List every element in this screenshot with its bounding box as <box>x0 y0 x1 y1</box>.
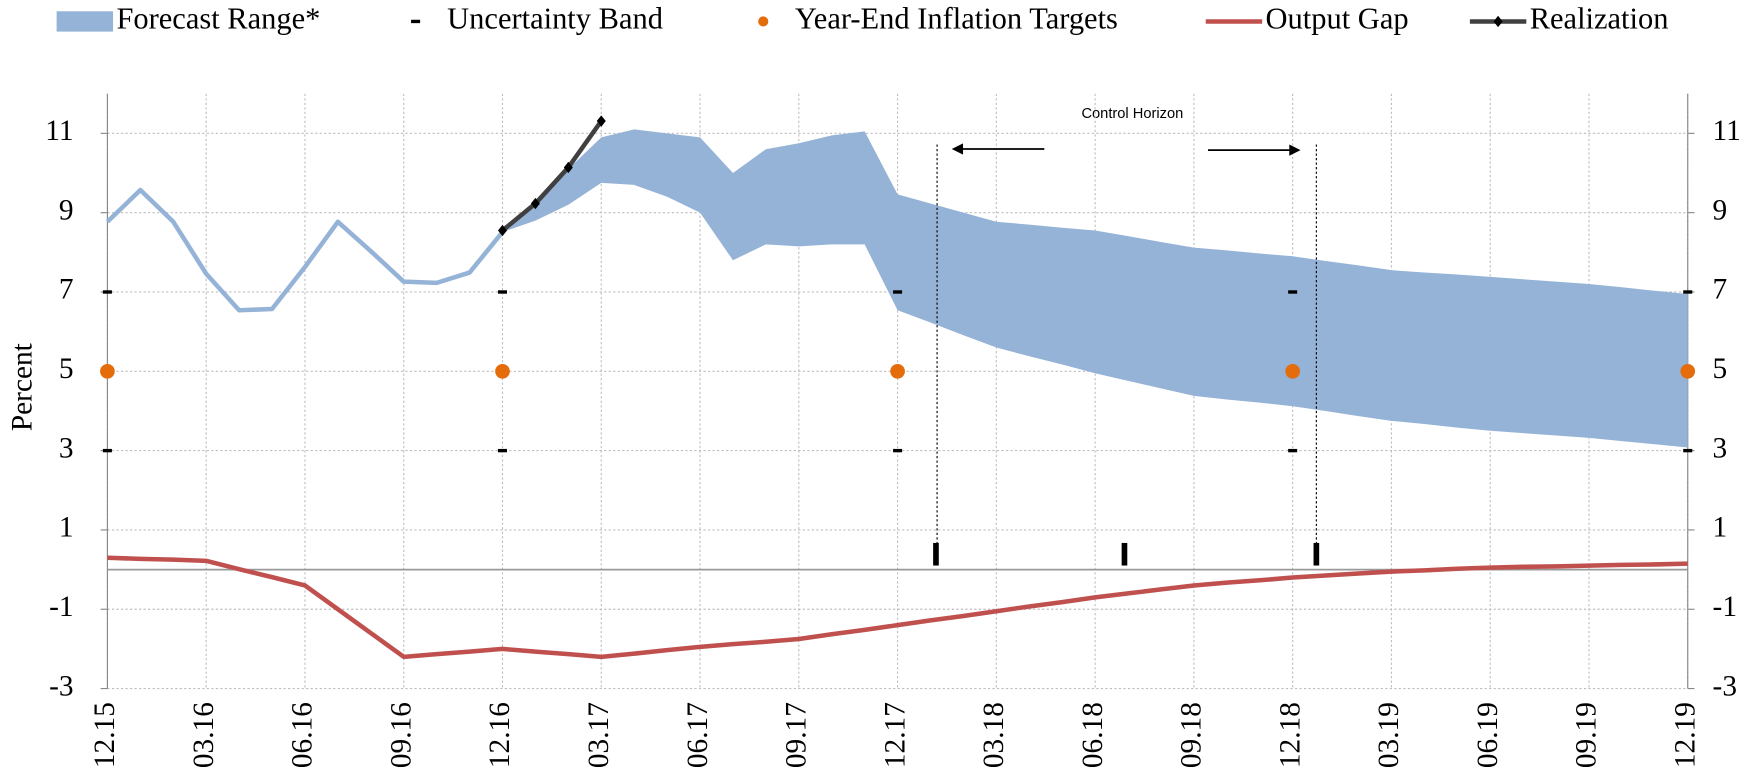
y-tick-label: 1 <box>59 512 74 544</box>
y2-tick-label: 1 <box>1713 512 1728 544</box>
x-tick-label: 03.16 <box>188 702 220 768</box>
legend-label: Uncertainty Band <box>447 1 663 35</box>
y-tick-label: 7 <box>59 274 74 306</box>
x-tick-label: 12.19 <box>1669 702 1701 768</box>
x-tick-label: 09.18 <box>1176 702 1208 768</box>
y2-tick-label: 3 <box>1713 432 1728 464</box>
legend-marker <box>1493 15 1503 28</box>
diamond-marker <box>530 197 540 210</box>
legend-label: Forecast Range* <box>116 1 320 35</box>
y-tick-label: 5 <box>59 353 74 385</box>
y-tick-label: -3 <box>49 670 73 702</box>
series-line <box>107 555 1688 660</box>
target-dot <box>890 363 905 379</box>
x-tick-label: 12.15 <box>89 702 121 768</box>
target-dot <box>1680 363 1696 379</box>
x-tick-label: 09.19 <box>1571 702 1603 768</box>
x-tick-label: 06.17 <box>682 702 714 768</box>
x-tick-label: 09.16 <box>385 702 417 768</box>
x-tick-label: 06.16 <box>287 702 319 768</box>
y2-tick-label: 5 <box>1713 353 1728 385</box>
horizon-tick <box>933 542 939 566</box>
legend-swatch <box>56 11 114 32</box>
target-dot <box>100 363 115 379</box>
x-tick-label: 06.18 <box>1077 702 1109 768</box>
y-tick-label: 11 <box>45 115 73 147</box>
legend-label: Output Gap <box>1266 1 1409 35</box>
diamond-marker <box>497 224 508 237</box>
x-tick-label: 06.19 <box>1472 702 1504 768</box>
target-dot <box>1285 363 1300 379</box>
legend-label: Year-End Inflation Targets <box>795 1 1118 35</box>
control-horizon-label: Control Horizon <box>1081 106 1183 122</box>
y-axis-title: Percent <box>7 343 39 431</box>
x-tick-label: 09.17 <box>781 702 813 768</box>
forecast-band <box>502 129 1688 448</box>
y2-tick-label: -3 <box>1713 670 1737 702</box>
y-tick-label: 9 <box>59 194 74 226</box>
x-tick-label: 12.18 <box>1274 702 1306 768</box>
y2-tick-label: 9 <box>1713 194 1728 226</box>
series-line <box>105 187 505 313</box>
diamond-marker <box>563 161 573 174</box>
y2-tick-label: -1 <box>1713 591 1737 623</box>
horizon-tick <box>1121 542 1128 566</box>
x-tick-label: 03.18 <box>978 702 1010 768</box>
legend-swatch <box>758 16 769 27</box>
y2-tick-label: 11 <box>1713 115 1741 147</box>
horizon-tick <box>1313 542 1320 566</box>
legend-label: Realization <box>1530 1 1669 35</box>
series-line <box>501 119 604 233</box>
x-tick-label: 12.16 <box>484 702 516 768</box>
target-dot <box>495 363 510 379</box>
y2-tick-label: 7 <box>1713 274 1728 306</box>
arrow-head <box>1289 144 1301 156</box>
y-tick-label: 3 <box>59 432 74 464</box>
x-tick-label: 12.17 <box>879 702 911 768</box>
arrow-head <box>951 143 964 155</box>
x-tick-label: 03.17 <box>583 702 615 768</box>
y-tick-label: -1 <box>49 591 73 623</box>
x-tick-label: 03.19 <box>1373 702 1405 768</box>
